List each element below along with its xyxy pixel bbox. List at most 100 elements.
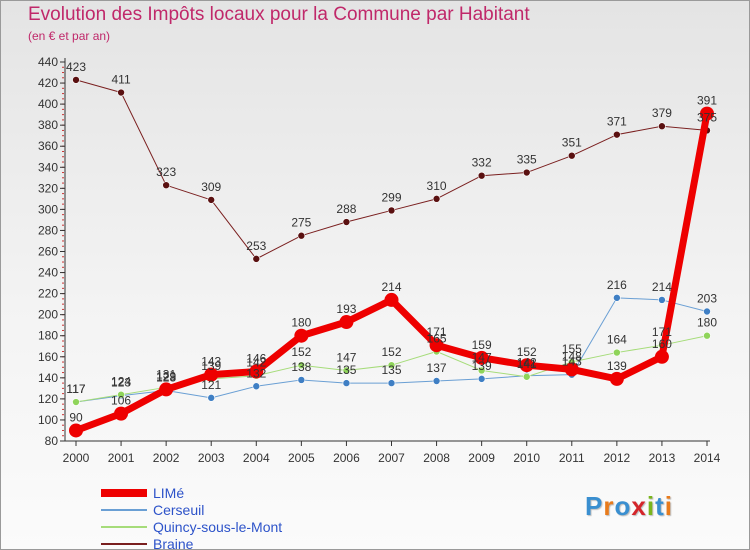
x-tick-label: 2007 — [378, 451, 405, 465]
data-label-cerseuil: 128 — [156, 370, 176, 384]
data-label-quincy-sous-le-mont: 139 — [201, 359, 221, 373]
data-point-braine — [387, 206, 396, 215]
data-label-cerseuil: 216 — [607, 278, 627, 292]
data-label-quincy-sous-le-mont: 147 — [336, 350, 356, 364]
data-point-lim- — [700, 106, 714, 121]
y-tick-label: 440 — [38, 55, 58, 69]
x-tick-label: 2009 — [468, 451, 495, 465]
y-tick-label: 200 — [38, 308, 58, 322]
data-point-cerseuil — [703, 307, 711, 316]
data-point-cerseuil — [387, 379, 396, 387]
data-point-lim- — [384, 292, 399, 307]
data-label-quincy-sous-le-mont: 180 — [697, 316, 717, 330]
x-tick-label: 2010 — [513, 451, 540, 465]
y-tick-label: 300 — [38, 202, 58, 216]
data-label-quincy-sous-le-mont: 164 — [607, 333, 627, 347]
x-tick-label: 2001 — [108, 451, 135, 465]
data-point-braine — [72, 76, 80, 84]
data-point-quincy-sous-le-mont — [297, 361, 306, 370]
data-point-quincy-sous-le-mont — [342, 366, 351, 375]
data-point-lim- — [519, 358, 534, 373]
y-tick-label: 320 — [38, 181, 58, 195]
data-point-lim- — [294, 328, 309, 343]
data-point-quincy-sous-le-mont — [522, 372, 531, 381]
y-tick-label: 80 — [45, 434, 59, 448]
y-tick-label: 420 — [38, 76, 58, 90]
legend-swatch-cerseuil — [101, 509, 147, 511]
data-point-lim- — [114, 406, 129, 421]
x-tick-label: 2000 — [63, 451, 90, 465]
data-label-quincy-sous-le-mont: 171 — [652, 325, 672, 339]
proxiti-logo: Proxiti — [585, 491, 673, 521]
data-label-lim-: 193 — [336, 302, 356, 316]
data-point-braine — [252, 255, 261, 263]
data-label-quincy-sous-le-mont: 131 — [156, 367, 176, 381]
legend-label-braine: Braine — [153, 536, 194, 550]
data-label-quincy-sous-le-mont: 165 — [427, 332, 447, 346]
data-label-braine: 275 — [291, 216, 311, 230]
legend-label-quincy: Quincy-sous-le-Mont — [153, 519, 283, 535]
data-point-braine — [207, 196, 216, 204]
x-tick-label: 2014 — [694, 451, 721, 465]
data-point-quincy-sous-le-mont — [477, 366, 486, 375]
data-label-lim-: 152 — [517, 345, 537, 359]
data-label-cerseuil: 142 — [517, 356, 537, 370]
y-tick-label: 380 — [38, 118, 58, 132]
data-label-braine: 323 — [156, 165, 176, 179]
data-label-lim-: 143 — [201, 355, 221, 369]
data-point-braine — [658, 122, 666, 131]
legend-swatch-quincy — [101, 526, 147, 528]
data-point-cerseuil — [252, 382, 261, 391]
data-point-lim- — [204, 367, 219, 382]
data-label-lim-: 90 — [69, 410, 83, 424]
data-label-braine: 371 — [607, 115, 627, 129]
data-label-cerseuil: 139 — [472, 359, 492, 373]
data-label-lim-: 106 — [111, 394, 131, 408]
y-tick-label: 340 — [38, 160, 58, 174]
y-tick-label: 160 — [38, 350, 58, 364]
data-label-lim-: 160 — [652, 337, 672, 351]
data-point-braine — [432, 195, 441, 203]
data-label-braine: 309 — [201, 180, 221, 194]
chart-title: Evolution des Impôts locaux pour la Comm… — [28, 4, 530, 25]
legend-label-lime: LIMé — [153, 485, 185, 501]
data-label-cerseuil: 117 — [66, 382, 85, 396]
data-point-lim- — [339, 315, 354, 330]
data-label-braine: 299 — [381, 190, 401, 204]
data-label-lim-: 146 — [246, 352, 266, 366]
data-label-cerseuil: 135 — [336, 363, 356, 377]
data-point-lim- — [249, 364, 264, 379]
data-point-lim- — [654, 349, 669, 364]
data-point-braine — [567, 151, 576, 160]
y-tick-label: 140 — [38, 371, 58, 385]
data-label-quincy-sous-le-mont: 155 — [562, 342, 582, 356]
data-point-lim- — [474, 350, 489, 365]
data-label-cerseuil: 214 — [652, 280, 672, 294]
data-point-cerseuil — [297, 376, 306, 384]
data-point-quincy-sous-le-mont — [703, 331, 711, 340]
data-point-braine — [522, 168, 531, 177]
data-point-quincy-sous-le-mont — [72, 398, 80, 406]
x-tick-label: 2013 — [649, 451, 676, 465]
data-point-braine — [613, 130, 621, 139]
data-label-cerseuil: 123 — [111, 376, 131, 390]
data-label-quincy-sous-le-mont: 141 — [517, 357, 537, 371]
legend-swatch-lime — [101, 489, 147, 497]
data-label-cerseuil: 135 — [381, 363, 401, 377]
data-label-braine: 411 — [112, 73, 131, 87]
y-tick-label: 120 — [38, 392, 58, 406]
data-point-cerseuil — [658, 296, 666, 304]
data-label-lim-: 159 — [472, 338, 492, 352]
chart-subtitle: (en € et par an) — [28, 29, 111, 43]
data-label-lim-: 391 — [697, 94, 717, 108]
y-tick-label: 260 — [38, 245, 58, 259]
data-point-quincy-sous-le-mont — [387, 361, 396, 370]
data-point-cerseuil — [432, 377, 441, 385]
data-label-lim-: 139 — [607, 359, 627, 373]
y-tick-label: 280 — [38, 223, 58, 237]
data-label-braine: 288 — [336, 202, 356, 216]
data-point-braine — [162, 181, 170, 189]
data-label-braine: 423 — [66, 60, 86, 74]
legend-label-cerseuil: Cerseuil — [153, 502, 205, 518]
